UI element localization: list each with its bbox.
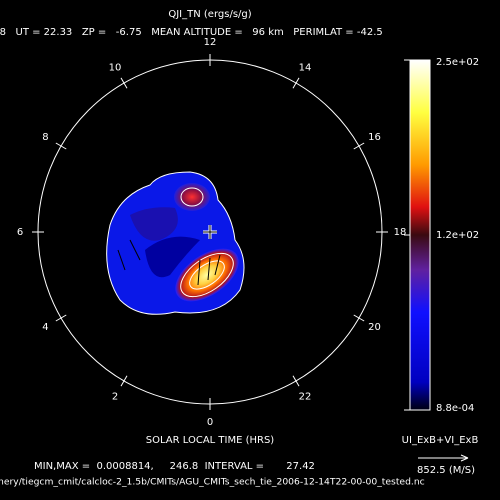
angle-tick	[55, 142, 67, 150]
min-max-text: MIN,MAX = 0.0008814, 246.8 INTERVAL = 27…	[34, 461, 315, 472]
angle-tick-label: 6	[17, 227, 23, 238]
vector-arrow	[117, 239, 221, 286]
warm-spot	[174, 183, 210, 211]
angle-tick-label: 16	[368, 132, 381, 143]
angle-tick	[120, 77, 128, 89]
angle-tick-label: 0	[207, 417, 213, 428]
colorbar-tick-label: 2.5e+02	[436, 57, 479, 68]
angle-tick	[120, 375, 128, 387]
angle-tick-label: 4	[42, 322, 48, 333]
contour-line	[189, 260, 225, 290]
angle-tick-label: 20	[368, 322, 381, 333]
angle-tick-label: 10	[109, 62, 122, 73]
contour-line	[180, 187, 204, 207]
colorbar-tick-label: 1.2e+02	[436, 230, 479, 241]
hot-spot	[175, 248, 239, 302]
colorbar-tick-label: 8.8e-04	[436, 403, 474, 414]
vector-scale-label: 852.5 (M/S)	[417, 465, 475, 476]
vector-scale-arrow	[460, 454, 469, 462]
contour-region	[130, 207, 178, 241]
angle-tick-label: 8	[42, 132, 48, 143]
angle-tick-label: 12	[204, 37, 217, 48]
file-path: nery/tiegcm_cmit/calcloc-2_1.5b/CMITs/AG…	[0, 477, 425, 488]
vector-legend: UI_ExB+VI_ExB	[402, 435, 479, 446]
chart-title: QJI_TN (ergs/s/g)	[168, 9, 251, 20]
angle-tick	[353, 314, 365, 322]
subtitle: -8 UT = 22.33 ZP = -6.75 MEAN ALTITUDE =…	[0, 27, 383, 38]
angle-tick	[292, 375, 300, 387]
contour-field	[106, 171, 245, 315]
angle-tick-label: 22	[299, 392, 312, 403]
angle-tick	[353, 142, 365, 150]
contour-region	[145, 236, 200, 278]
angle-tick-label: 18	[394, 227, 407, 238]
x-axis-label: SOLAR LOCAL TIME (HRS)	[146, 435, 275, 446]
pole-marker	[203, 225, 217, 239]
colorbar	[409, 59, 431, 411]
contour-line	[106, 171, 245, 315]
angle-tick-label: 14	[299, 62, 312, 73]
angle-tick-label: 2	[112, 392, 118, 403]
angle-tick	[55, 314, 67, 322]
contour-line	[180, 252, 234, 298]
angle-tick	[292, 77, 300, 89]
